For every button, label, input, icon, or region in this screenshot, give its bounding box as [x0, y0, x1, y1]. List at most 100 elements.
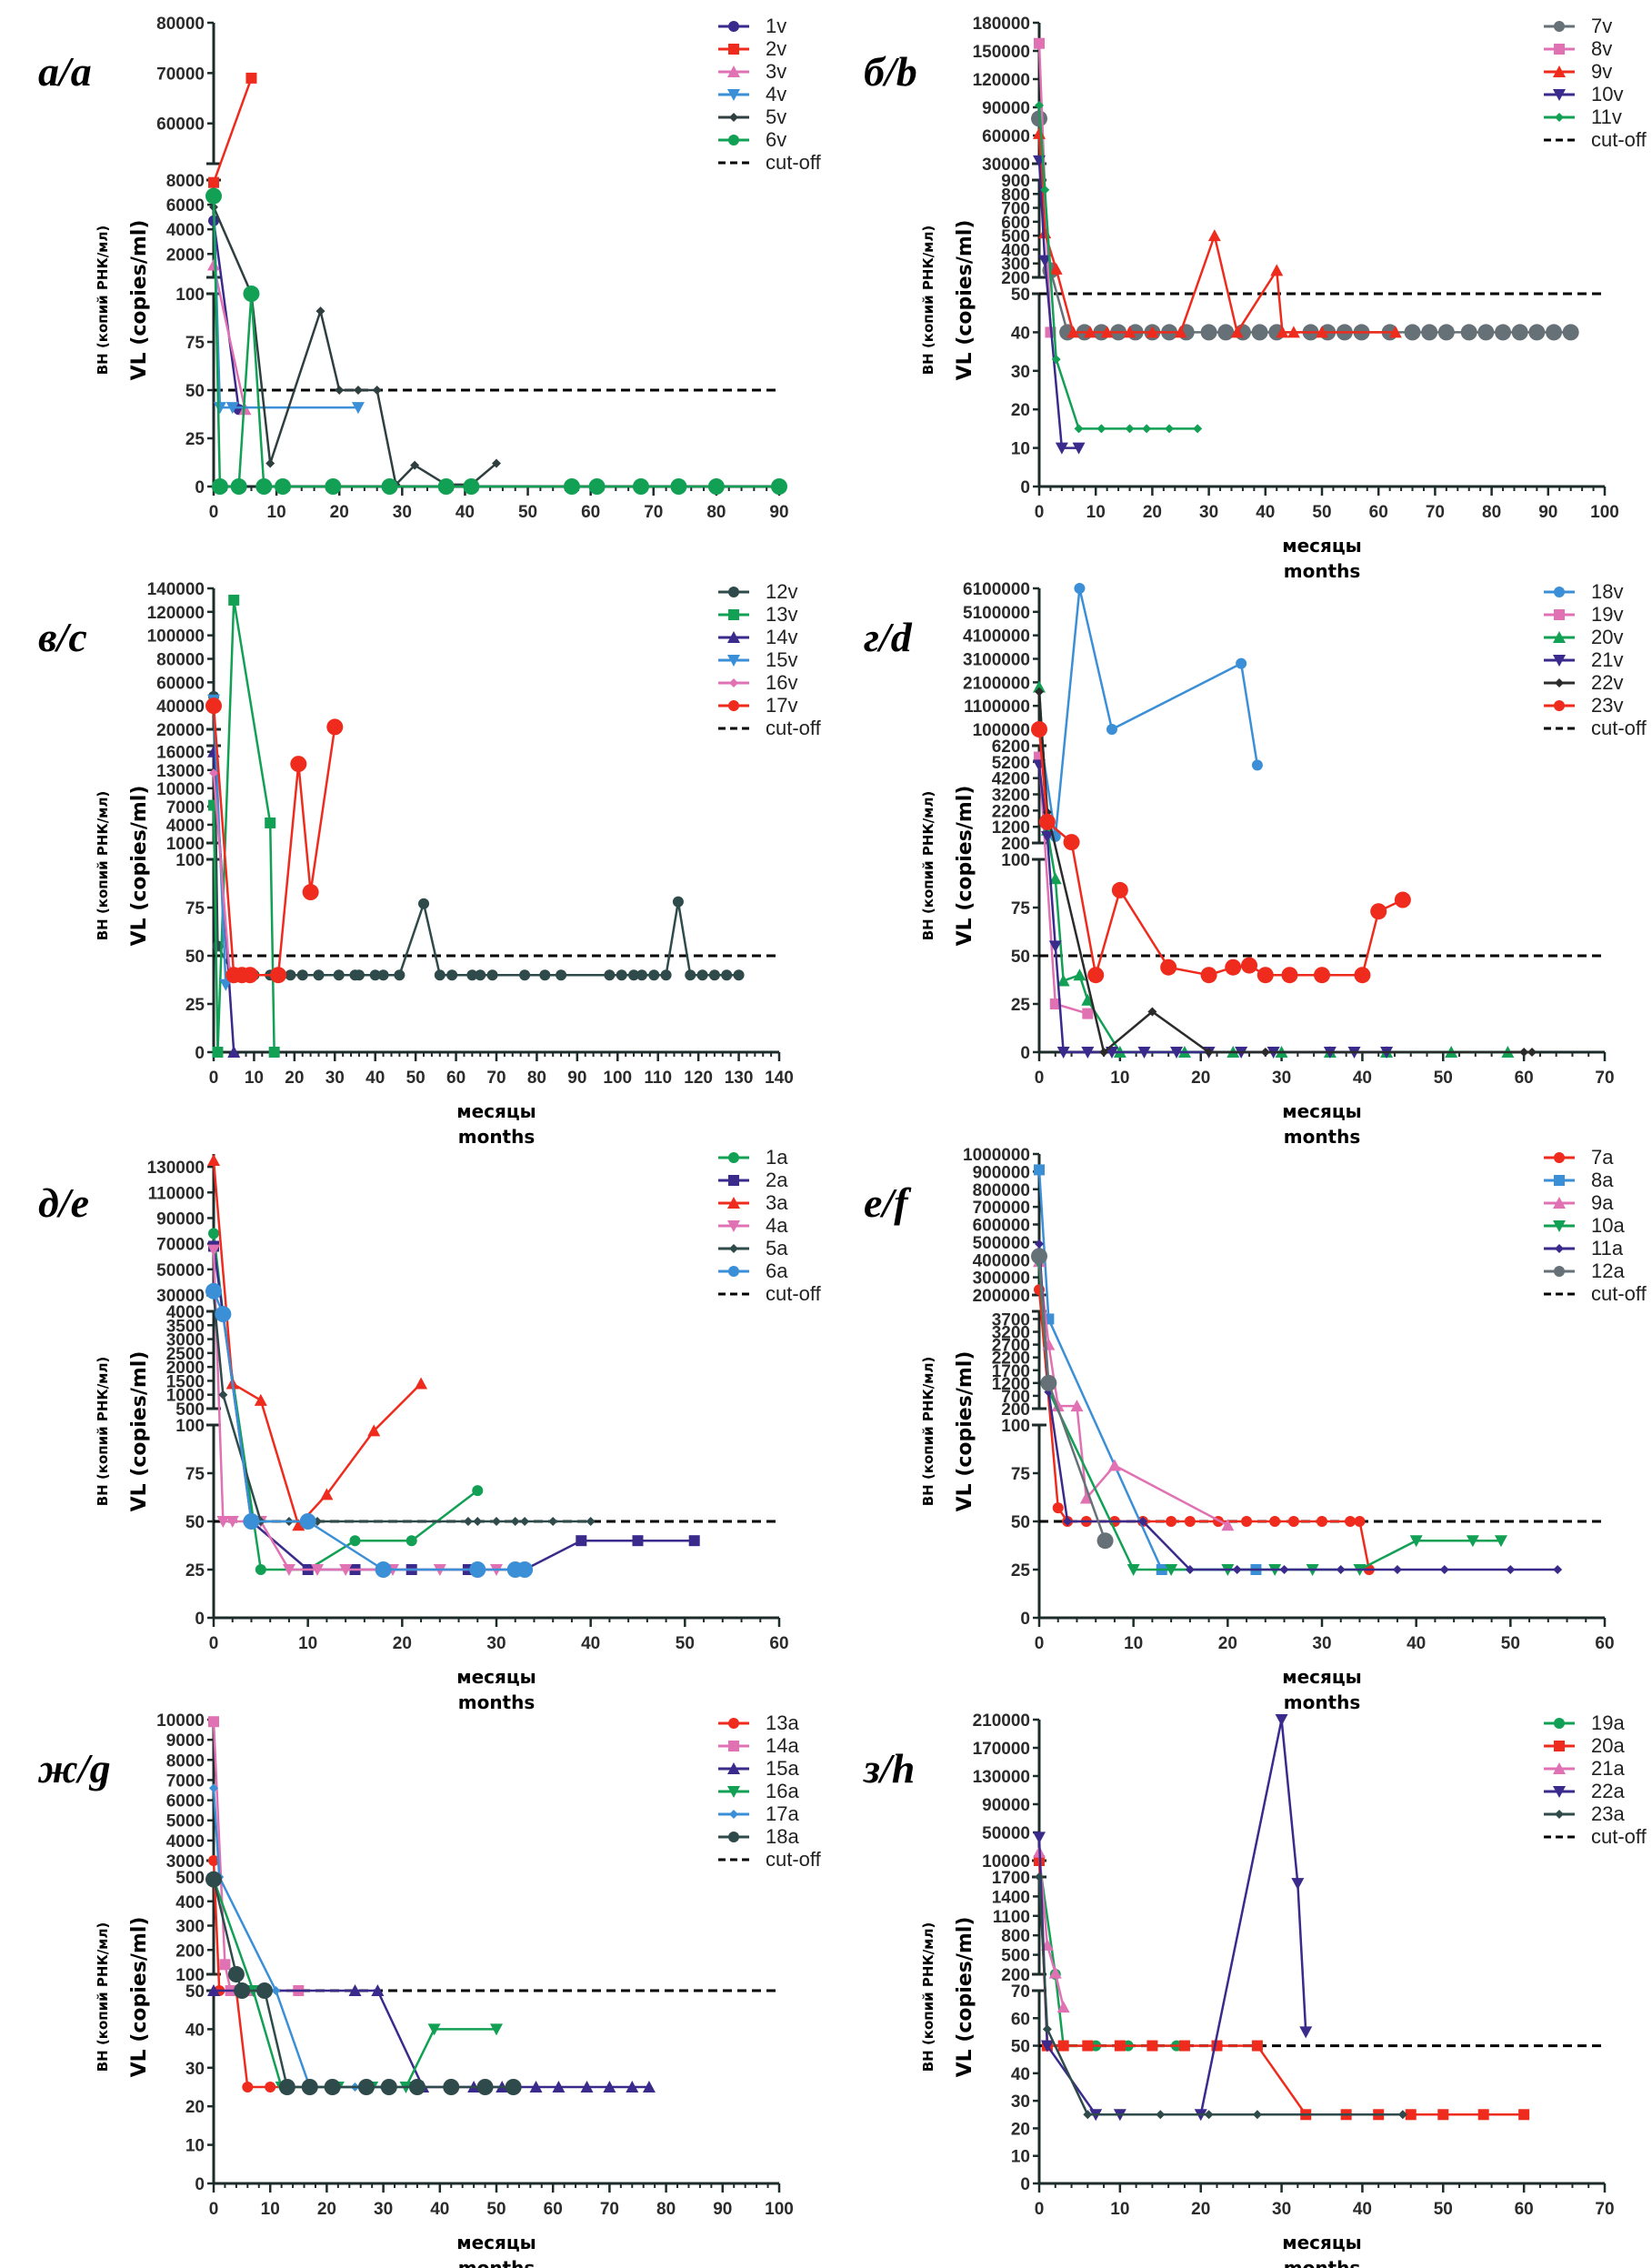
y-tick-label: 75 [185, 1465, 205, 1484]
y-axis-title-ru: ВН (копий РНК/мл) [95, 791, 111, 941]
x-tick-label: 10 [298, 1634, 317, 1653]
data-point [563, 478, 580, 495]
data-point [588, 478, 606, 495]
y-tick-label: 90000 [982, 99, 1030, 118]
x-tick-label: 20 [393, 1634, 412, 1653]
legend-label: 18a [766, 1824, 799, 1848]
data-point [377, 969, 389, 981]
chart-svg: 0255075100200120022003200420052006200100… [920, 580, 1615, 1148]
legend-marker-icon [727, 1196, 740, 1209]
y-tick-label: 210000 [973, 1711, 1030, 1731]
data-point [1111, 881, 1128, 898]
legend-label: 7a [1591, 1145, 1614, 1169]
x-axis: 0 10 20 30 40 50 60 [209, 1616, 789, 1653]
series-line [1037, 691, 1533, 1054]
series-20v [1033, 680, 1515, 1058]
y-tick-label: 70000 [156, 65, 205, 84]
y-axis-title-en: VL (copies/ml) [128, 1917, 151, 2078]
x-tick-label: 60 [1515, 1069, 1534, 1088]
y-tick-label: 900000 [973, 1163, 1030, 1182]
y-tick-label: 800000 [973, 1181, 1030, 1200]
data-point [580, 2081, 594, 2092]
series-10a [1033, 1258, 1507, 1576]
series-line [1037, 587, 1259, 838]
series-line [212, 206, 497, 487]
y-tick-label: 40 [1011, 2065, 1030, 2084]
x-tick-label: 40 [1407, 1634, 1426, 1653]
y-tick-label: 300000 [973, 1269, 1030, 1289]
x-tick-label: 40 [1353, 2200, 1372, 2219]
legend-swatch-icon [718, 1785, 749, 1798]
y-axis: 0 10 20 30 40 50 60 702005008001100140017001000… [973, 1711, 1046, 2194]
data-point [255, 1982, 273, 1999]
data-point [1546, 324, 1563, 341]
legend-swatch-icon [1544, 20, 1575, 32]
series-line [212, 220, 240, 410]
data-point [1040, 185, 1050, 195]
y-tick-label: 20 [1011, 401, 1030, 420]
x-tick-label: 30 [1312, 1634, 1331, 1653]
series-line [214, 1989, 649, 2089]
data-point [225, 402, 239, 415]
x-tick-label: 80 [706, 503, 726, 522]
legend-marker-icon [727, 1219, 740, 1232]
y-tick-label: 6200 [992, 738, 1030, 757]
data-point [548, 1517, 558, 1526]
legend-marker-icon [1555, 1809, 1564, 1819]
legend: 18v 19v 20v 21v 22v 23v cut-off [1542, 580, 1647, 739]
legend-swatch-icon [1544, 586, 1575, 597]
data-point [219, 1959, 231, 1971]
data-point [576, 1535, 587, 1547]
y-tick-label: 50 [1011, 948, 1030, 967]
legend-label: cut-off [1591, 127, 1647, 151]
data-point [1040, 2040, 1054, 2052]
y-tick-label: 10 [1011, 2148, 1030, 2167]
legend-marker-icon [728, 1151, 739, 1163]
data-point [211, 478, 228, 495]
data-point [688, 1535, 700, 1547]
y-tick-label: 2100000 [963, 674, 1030, 693]
legend-swatch-icon [1544, 699, 1575, 711]
y-tick-label: 600 [1001, 214, 1030, 233]
legend-item: 19a [1542, 1711, 1647, 1734]
legend-item-cutoff: cut-off [1542, 1825, 1647, 1848]
series-line [1037, 1852, 1065, 2008]
series-9v [1033, 126, 1402, 338]
y-tick-label: 9000 [166, 1731, 205, 1751]
series-4v [207, 193, 365, 415]
legend-marker-icon [1554, 1265, 1565, 1277]
legend-item: 1v [716, 15, 821, 37]
data-point [1314, 967, 1330, 984]
series-line [1037, 728, 1404, 977]
legend-label: 1a [766, 1145, 788, 1169]
legend-marker-icon [728, 1265, 739, 1277]
data-point [1038, 813, 1056, 830]
series-7a [1034, 1284, 1375, 1575]
legend-item: 14a [716, 1734, 821, 1757]
data-point [733, 969, 745, 981]
data-point [380, 2079, 397, 2095]
y-tick-label: 900 [1001, 172, 1030, 191]
y-tick-label: 180000 [973, 15, 1030, 34]
series-22a [1033, 1714, 1313, 2122]
series-line [212, 772, 232, 976]
x-tick-label: 50 [1312, 503, 1331, 522]
data-point [1049, 999, 1061, 1009]
data-point [1048, 872, 1062, 885]
y-tick-label: 50 [185, 1982, 205, 2002]
data-point [369, 969, 381, 981]
data-point [1082, 1008, 1094, 1019]
y-tick-label: 75 [185, 899, 205, 918]
x-tick-label: 30 [1272, 2200, 1291, 2219]
series-17v [205, 697, 344, 984]
data-point [1074, 424, 1084, 434]
data-point [1034, 37, 1045, 49]
x-tick-label: 0 [209, 2200, 219, 2219]
legend-item: 23v [1542, 694, 1647, 717]
legend-swatch-icon [718, 1265, 749, 1277]
data-point [446, 969, 458, 981]
y-tick-label: 2000 [166, 246, 205, 265]
data-point [238, 403, 252, 416]
legend-swatch-icon [1544, 1785, 1575, 1798]
legend-item: 3v [716, 60, 821, 83]
